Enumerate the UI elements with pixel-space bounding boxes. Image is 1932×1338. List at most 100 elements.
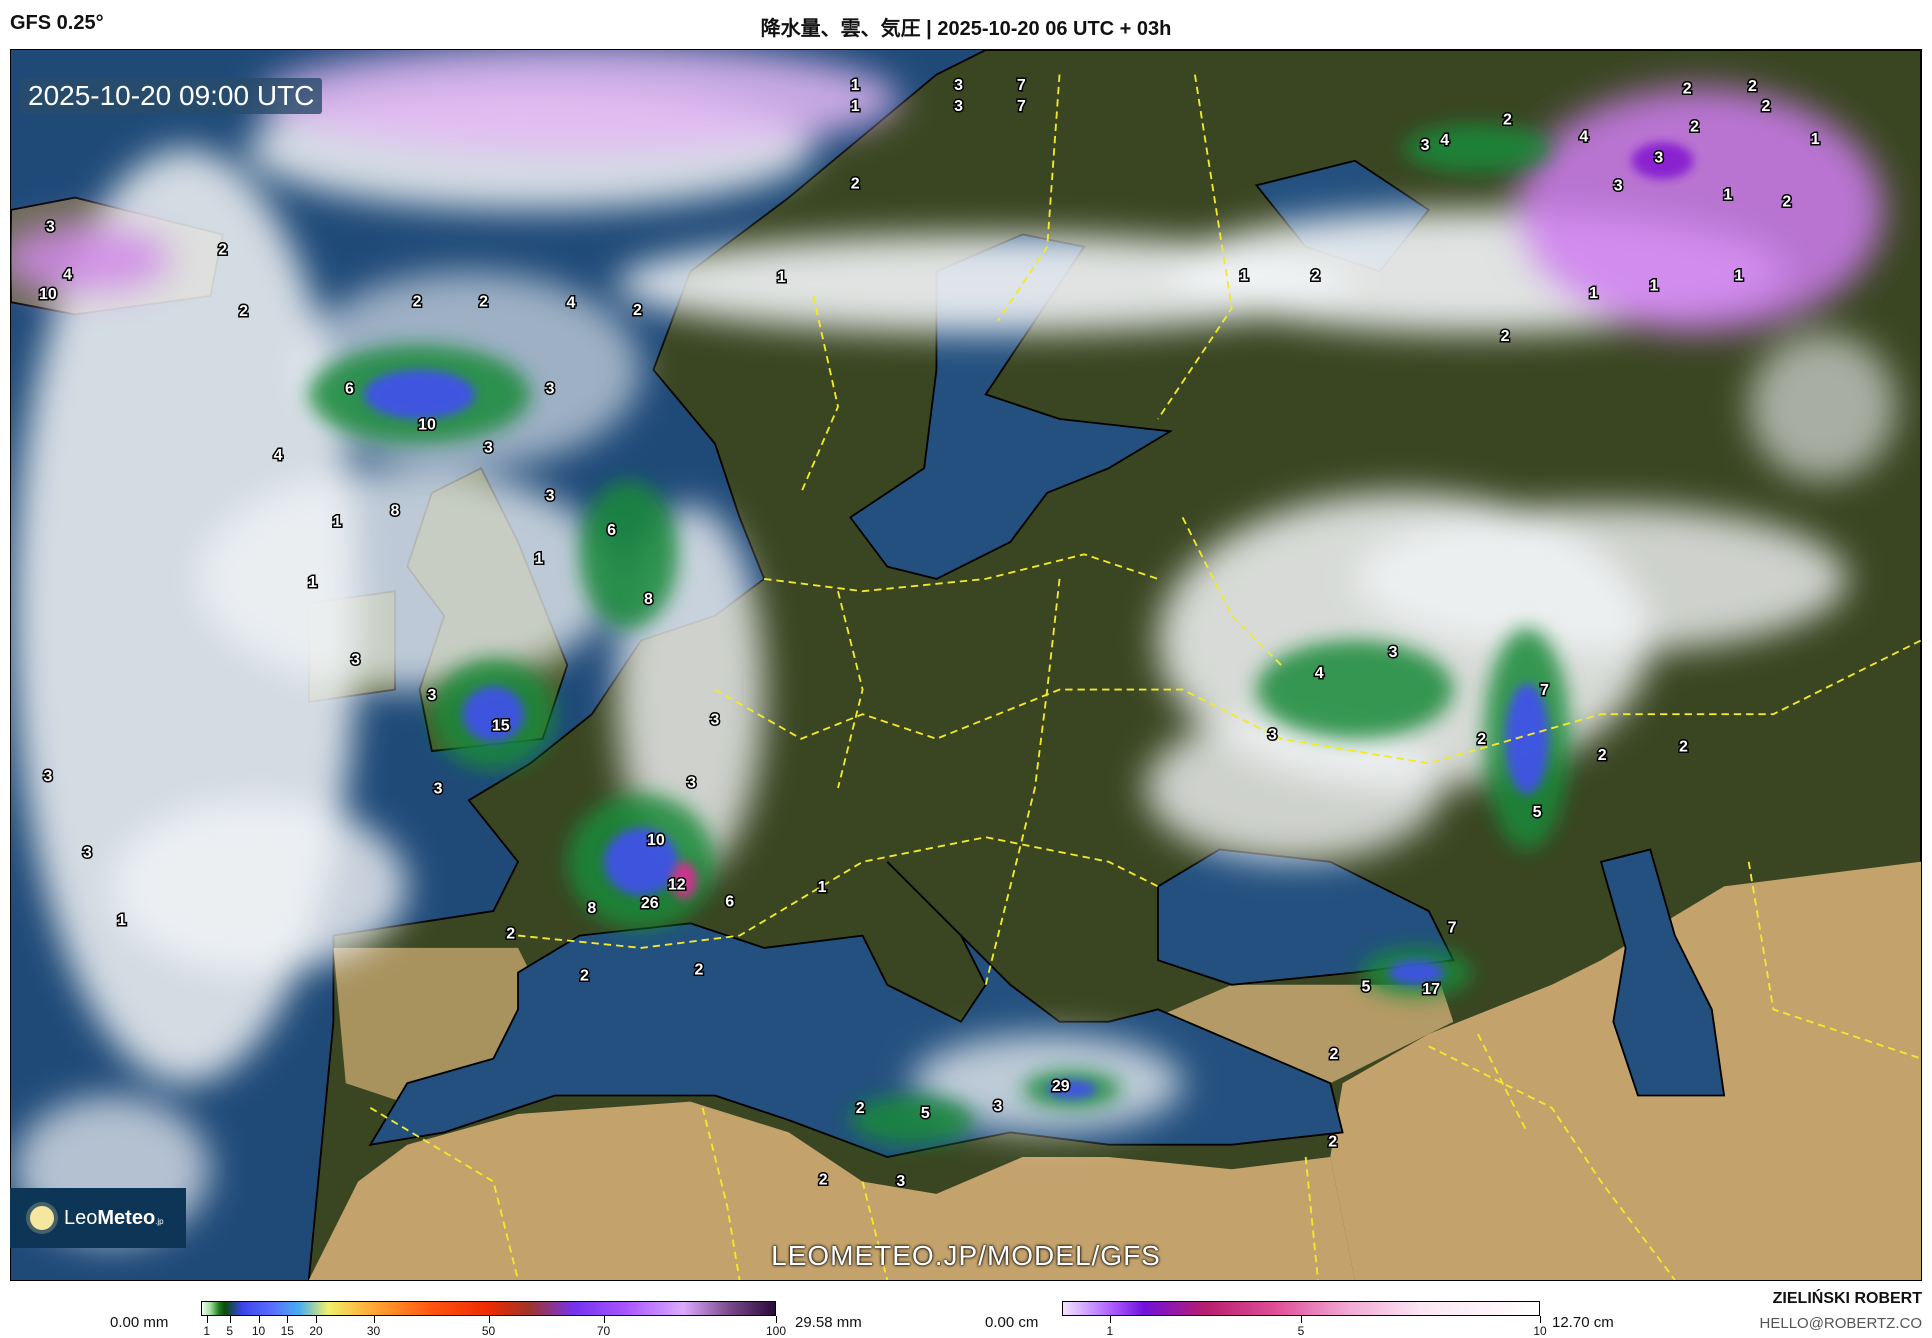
precip-amount-label: 1 (308, 574, 317, 591)
precip-amount-label: 26 (641, 895, 659, 912)
precip-amount-label: 7 (1017, 77, 1026, 94)
colorbar-tick (1109, 1316, 1111, 1323)
precip-amount-label: 2 (1330, 1046, 1339, 1063)
cloud (111, 800, 408, 973)
country-border (984, 578, 1061, 986)
country-border (1428, 1045, 1676, 1280)
precip-amount-label: 3 (83, 844, 92, 861)
land-africa (308, 1101, 1355, 1280)
cloud (1354, 505, 1848, 653)
cloud (1145, 714, 1442, 862)
model-name: GFS 0.25° (10, 12, 104, 34)
country-border (861, 1181, 889, 1280)
snow-heavy (1631, 142, 1694, 180)
precip-amount-label: 1 (1734, 268, 1743, 285)
precip-light (1256, 640, 1454, 739)
snow-area (1514, 86, 1885, 333)
precip-amount-label: 8 (391, 502, 400, 519)
country-border (837, 590, 864, 789)
precip-amount-label: 3 (994, 1098, 1003, 1115)
precip-amount-label: 6 (607, 522, 616, 539)
precip-amount-label: 3 (351, 651, 360, 668)
colorbar-tick (206, 1316, 208, 1323)
author-email: HELLO@ROBERTZ.CO (1759, 1315, 1922, 1332)
colorbar-tick (373, 1316, 375, 1323)
sun-icon (30, 1206, 54, 1230)
precip-light (579, 480, 679, 629)
precip-amount-label: 1 (777, 269, 786, 286)
precip-amount-label: 3 (43, 768, 52, 785)
precip-amount-label: 2 (851, 175, 860, 192)
precip-heavy (364, 369, 475, 419)
colorbar-tick-label: 20 (309, 1324, 323, 1338)
precip-amount-label: 3 (1389, 644, 1398, 661)
watermark: LEOMETEO.JP/MODEL/GFS (771, 1240, 1161, 1271)
precip-amount-label: 4 (274, 447, 283, 464)
precip-amount-label: 3 (427, 687, 436, 704)
colorbar-tick-label: 10 (251, 1324, 266, 1338)
colorbar-tick-label: 100 (765, 1324, 787, 1338)
precip-amount-label: 7 (1540, 682, 1549, 699)
logo-text: LeoMeteo.jp (64, 1206, 164, 1229)
precip-amount-label: 2 (218, 242, 227, 259)
country-border (369, 1107, 519, 1280)
precip-amount-label: 6 (725, 894, 734, 911)
precip-amount-label: 5 (1362, 978, 1371, 995)
precip-amount-label: 29 (1052, 1078, 1070, 1095)
country-border (1747, 861, 1921, 1060)
country-border (997, 74, 1061, 322)
precip-amount-label: 3 (1421, 137, 1430, 154)
precip-amount-label: 4 (1579, 129, 1588, 146)
author-name: ZIELIŃSKI ROBERT (1772, 1290, 1922, 1307)
precip-amount-label: 3 (896, 1173, 905, 1190)
country-border (800, 295, 839, 494)
precip-amount-label: 3 (710, 712, 719, 729)
colorbar-tick-label: 1 (203, 1324, 211, 1338)
country-border (1157, 74, 1233, 420)
precip-amount-label: 2 (1328, 1133, 1337, 1150)
precip-amount-label: 2 (239, 303, 248, 320)
precip-amount-label: 2 (1782, 194, 1791, 211)
precip-amount-label: 3 (546, 488, 555, 505)
precip-heavy (1505, 683, 1549, 795)
precip-amount-label: 2 (1748, 78, 1757, 95)
precip-amount-label: 1 (535, 550, 544, 567)
precip-amount-label: 1 (1723, 186, 1732, 203)
colorbar-tick (488, 1316, 490, 1323)
precip-amount-label: 1 (117, 912, 126, 929)
cloud (198, 468, 617, 690)
precip-amount-label: 2 (819, 1172, 828, 1189)
precip-amount-label: 10 (418, 416, 436, 433)
weather-map[interactable]: 3 4 10 2 2 2 2 4 2 6 10 3 3 4 3 8 1 6 1 1 8 3 3 15 3 3 3 3 3 1 10 12 26 8… (10, 49, 1922, 1281)
precip-max-label: 29.58 mm (795, 1314, 862, 1331)
precip-heavy (462, 686, 525, 742)
colorbar-tick (316, 1316, 317, 1323)
precip-amount-label: 2 (1690, 119, 1699, 136)
precip-amount-label: 2 (1503, 111, 1512, 128)
precip-amount-label: 2 (580, 967, 589, 984)
precip-amount-label: 2 (1477, 731, 1486, 748)
precip-heavy (604, 827, 679, 896)
precip-amount-label: 7 (1017, 98, 1026, 115)
precip-amount-label: 1 (1649, 277, 1658, 294)
leometeo-logo[interactable]: LeoMeteo.jp (10, 1188, 186, 1248)
snow-area (11, 222, 174, 296)
precip-amount-label: 7 (1448, 919, 1457, 936)
precip-amount-label: 2 (1761, 98, 1770, 115)
precip-amount-label: 3 (954, 98, 963, 115)
precip-amount-label: 1 (1811, 131, 1820, 148)
snow-heavy (671, 861, 697, 899)
cloud (1748, 332, 1897, 481)
precip-amount-label: 3 (954, 77, 963, 94)
snow-max-label: 12.70 cm (1552, 1314, 1614, 1331)
colorbar-tick (258, 1316, 260, 1323)
precip-light (1404, 123, 1552, 173)
precip-colorbar (201, 1301, 776, 1316)
colorbar-tick-label: 30 (366, 1324, 381, 1338)
precip-light (850, 1095, 974, 1145)
precip-heavy (1047, 1080, 1097, 1099)
precip-amount-label: 3 (484, 440, 493, 457)
precip-amount-label: 3 (1614, 178, 1623, 195)
chart-title: 降水量、雲、気圧 | 2025-10-20 06 UTC + 03h (760, 18, 1172, 40)
